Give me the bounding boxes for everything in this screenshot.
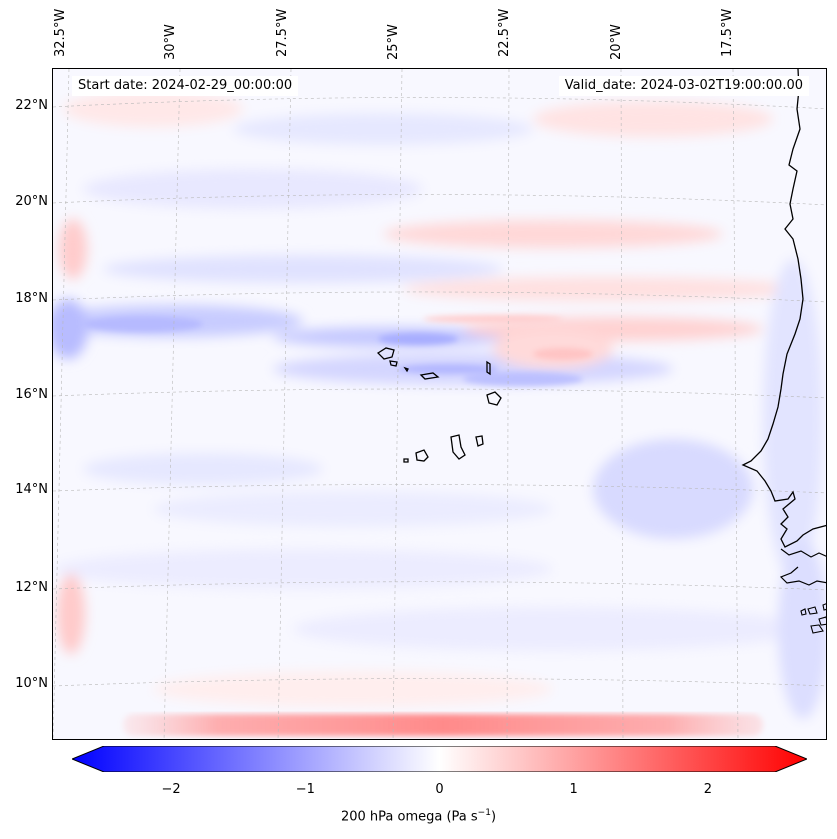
- lon-label-27-5w: 27.5°W: [275, 8, 290, 57]
- valid-date-label: Valid_date: 2024-03-02T19:00:00.00: [558, 76, 809, 96]
- map-panel: [52, 68, 827, 740]
- island-santiago: [450, 434, 466, 460]
- colorbar-tick-label: 1: [569, 782, 578, 797]
- lon-label-17-5w: 17.5°W: [720, 8, 735, 57]
- lat-label-18n: 18°N: [15, 291, 48, 306]
- graticule: [53, 69, 826, 739]
- island-sal: [486, 360, 491, 376]
- lat-label-22n: 22°N: [15, 98, 48, 113]
- lon-label-22-5w: 22.5°W: [497, 8, 512, 57]
- island-sao-vicente: [389, 360, 398, 367]
- island-fogo: [415, 449, 429, 462]
- colorbar-title-close: ): [490, 809, 497, 825]
- lon-label-20w: 20°W: [609, 24, 624, 60]
- bijagos-islands: [800, 603, 826, 634]
- bottom-red-band: [123, 714, 763, 736]
- omega-contours: [53, 91, 826, 719]
- omega-bands: [83, 315, 593, 386]
- colorbar-gradient: [72, 746, 807, 772]
- island-santa-luzia: [403, 366, 409, 373]
- lat-label-20n: 20°N: [15, 194, 48, 209]
- colorbar-tick-label: −2: [161, 782, 181, 797]
- coastline-segment-guinea-bissau: [779, 566, 826, 586]
- coastline-segment-gambia: [780, 548, 826, 558]
- cape-verde-islands: [376, 347, 502, 463]
- lat-label-16n: 16°N: [15, 387, 48, 402]
- island-maio: [475, 435, 484, 447]
- lon-label-30w: 30°W: [163, 24, 178, 60]
- colorbar-title: 200 hPa omega (Pa s−1): [0, 808, 837, 824]
- island-boa-vista: [486, 391, 502, 406]
- start-date-label: Start date: 2024-02-29_00:00:00: [72, 76, 299, 96]
- island-brava: [403, 458, 409, 463]
- africa-coastline: [741, 69, 826, 548]
- colorbar-title-exponent: −1: [477, 808, 491, 818]
- colorbar-tick-label: −1: [295, 782, 315, 797]
- lon-label-32-5w: 32.5°W: [53, 8, 68, 57]
- colorbar-tick-label: 0: [435, 782, 444, 797]
- island-sao-nicolau: [419, 372, 440, 380]
- lat-label-10n: 10°N: [15, 676, 48, 691]
- lat-label-12n: 12°N: [15, 580, 48, 595]
- island-santo-antao: [376, 347, 395, 360]
- colorbar-title-text: 200 hPa omega (Pa s: [340, 809, 478, 825]
- colorbar: [72, 746, 807, 772]
- colorbar-tick-label: 2: [703, 782, 713, 797]
- lon-label-25w: 25°W: [386, 24, 401, 60]
- omega-field: [53, 69, 826, 739]
- lat-label-14n: 14°N: [15, 482, 48, 497]
